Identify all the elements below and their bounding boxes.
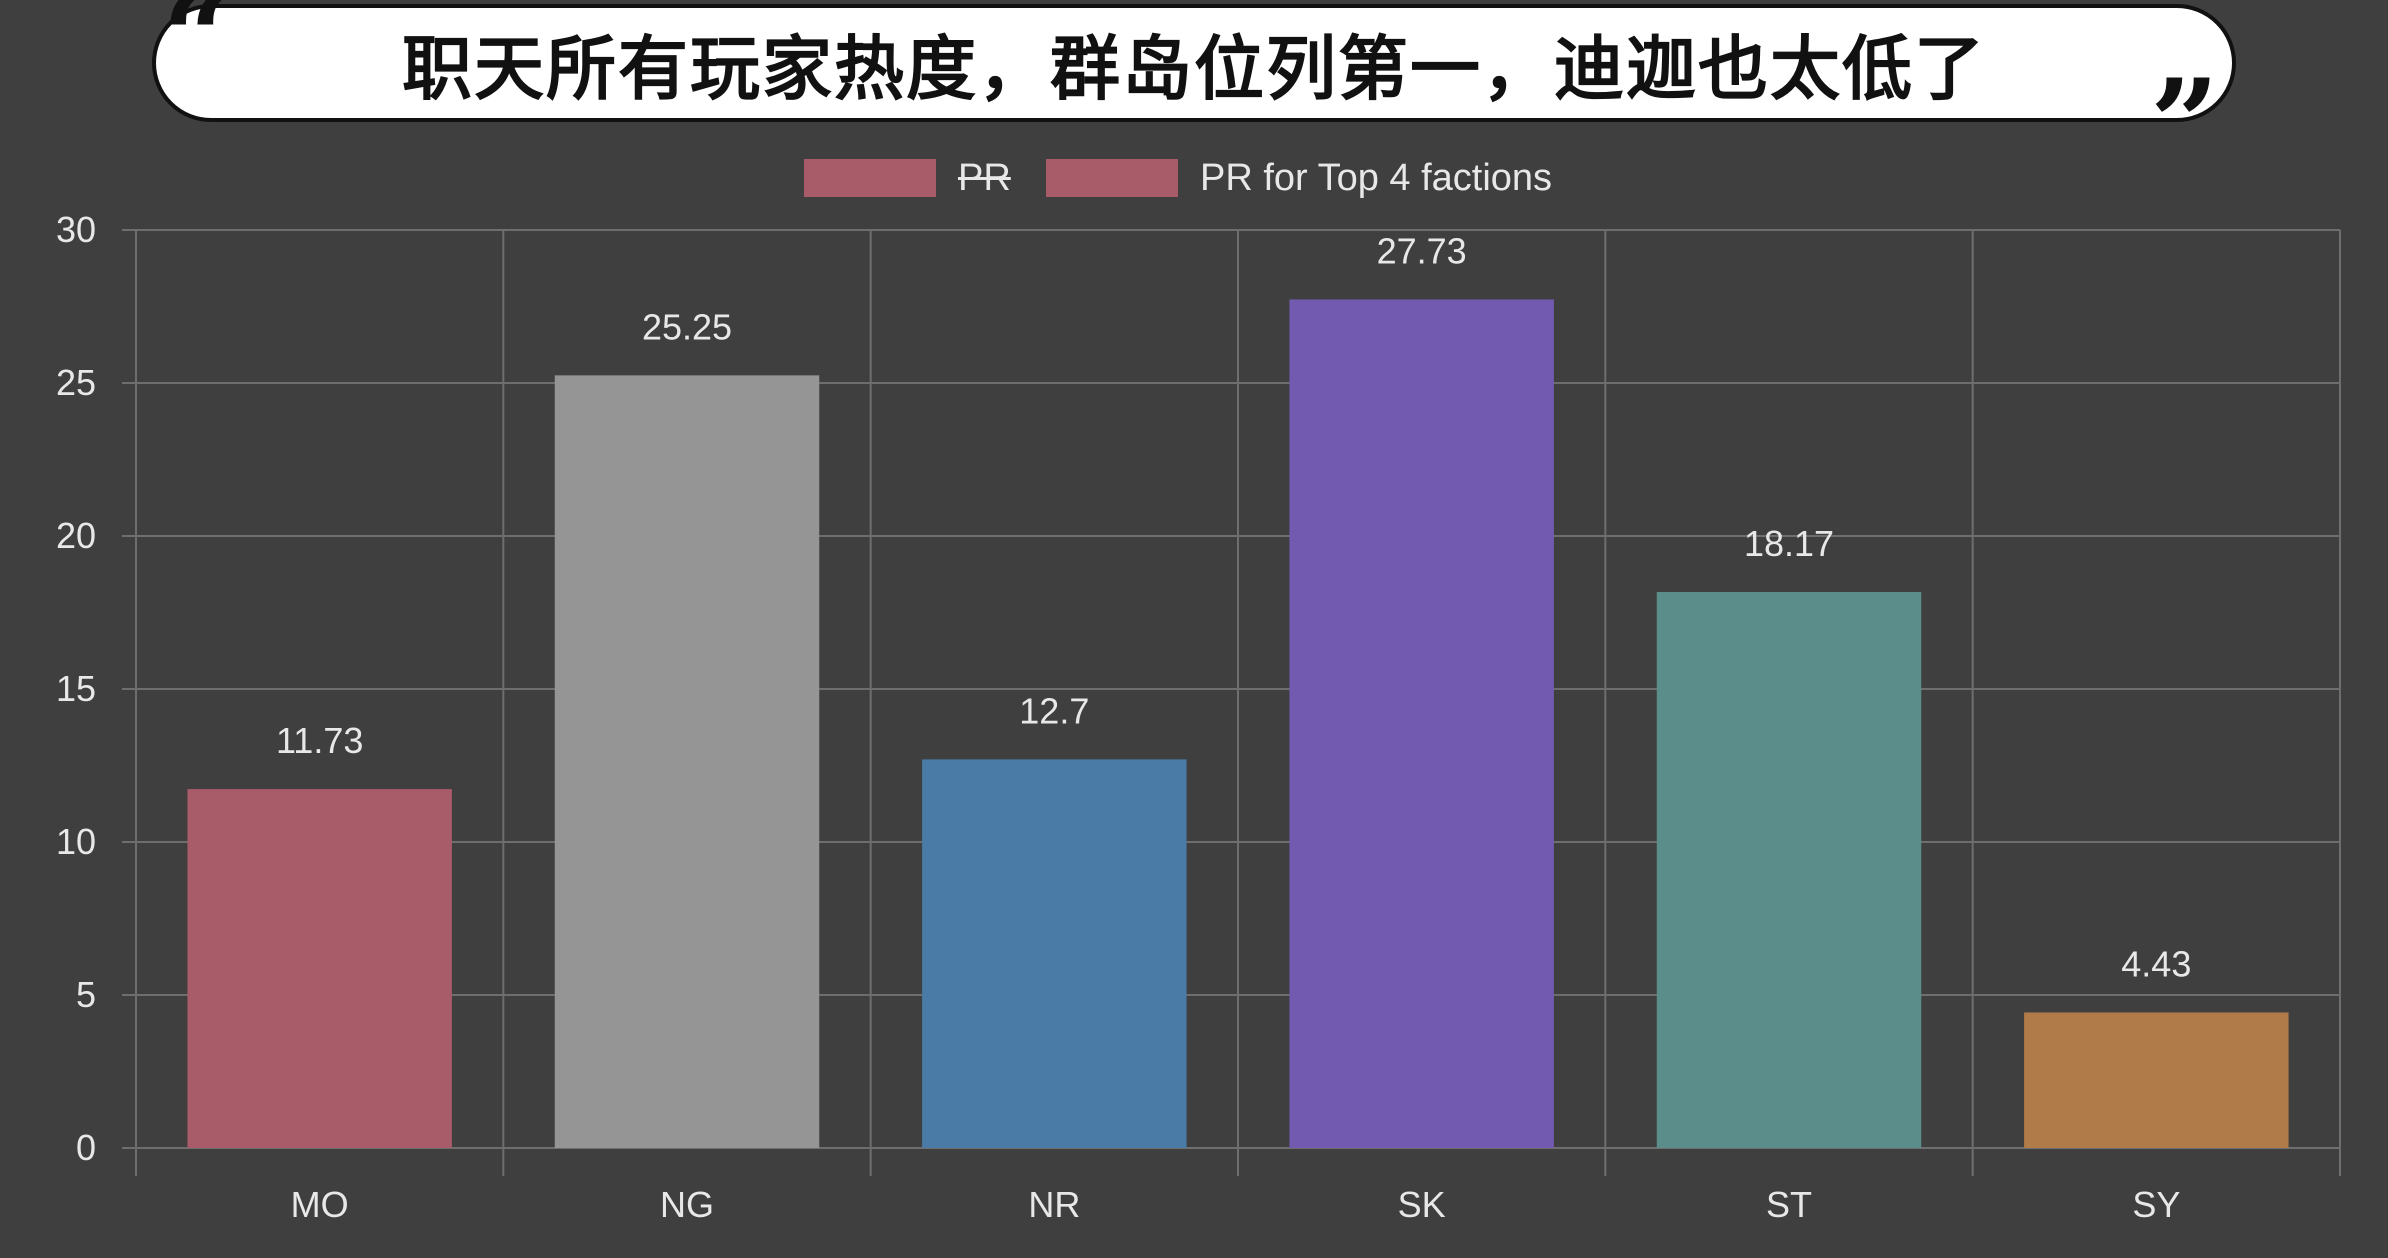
x-tick-label-sy: SY xyxy=(2132,1184,2180,1225)
y-tick-label: 25 xyxy=(56,362,96,403)
x-tick-label-sk: SK xyxy=(1398,1184,1446,1225)
y-tick-label: 30 xyxy=(56,209,96,250)
data-label-mo: 11.73 xyxy=(276,720,363,761)
legend-label-pr-top4: PR for Top 4 factions xyxy=(1200,156,1553,199)
close-quote-mark: ” xyxy=(2150,53,2220,194)
y-tick-label: 0 xyxy=(76,1127,96,1168)
data-label-sy: 4.43 xyxy=(2121,943,2191,984)
open-quote-mark: “ xyxy=(162,0,232,108)
data-label-sk: 27.73 xyxy=(1377,230,1467,271)
y-tick-label: 5 xyxy=(76,974,96,1015)
bar-nr xyxy=(922,759,1187,1148)
data-label-st: 18.17 xyxy=(1744,523,1834,564)
x-tick-label-mo: MO xyxy=(291,1184,349,1225)
bar-sy xyxy=(2024,1012,2289,1148)
legend-item-pr[interactable]: PR xyxy=(804,156,1011,199)
legend-swatch-pr xyxy=(804,159,936,197)
x-tick-label-ng: NG xyxy=(660,1184,714,1225)
caption-text: 职天所有玩家热度，群岛位列第一，迪迦也太低了 xyxy=(402,27,1986,110)
legend-swatch-pr-top4 xyxy=(1046,159,1178,197)
y-tick-label: 15 xyxy=(56,668,96,709)
bar-sk xyxy=(1289,299,1554,1148)
bar-mo xyxy=(187,789,452,1148)
y-tick-label: 10 xyxy=(56,821,96,862)
caption-banner: 职天所有玩家热度，群岛位列第一，迪迦也太低了 xyxy=(152,4,2236,122)
data-label-ng: 25.25 xyxy=(642,306,732,347)
bar-st xyxy=(1656,591,1922,1148)
y-tick-label: 20 xyxy=(56,515,96,556)
legend-item-pr-top4[interactable]: PR for Top 4 factions xyxy=(1046,156,1553,199)
legend-label-pr: PR xyxy=(958,156,1011,199)
data-label-nr: 12.7 xyxy=(1019,690,1089,731)
x-tick-label-st: ST xyxy=(1766,1184,1812,1225)
x-tick-label-nr: NR xyxy=(1028,1184,1080,1225)
bar-ng xyxy=(554,375,820,1149)
